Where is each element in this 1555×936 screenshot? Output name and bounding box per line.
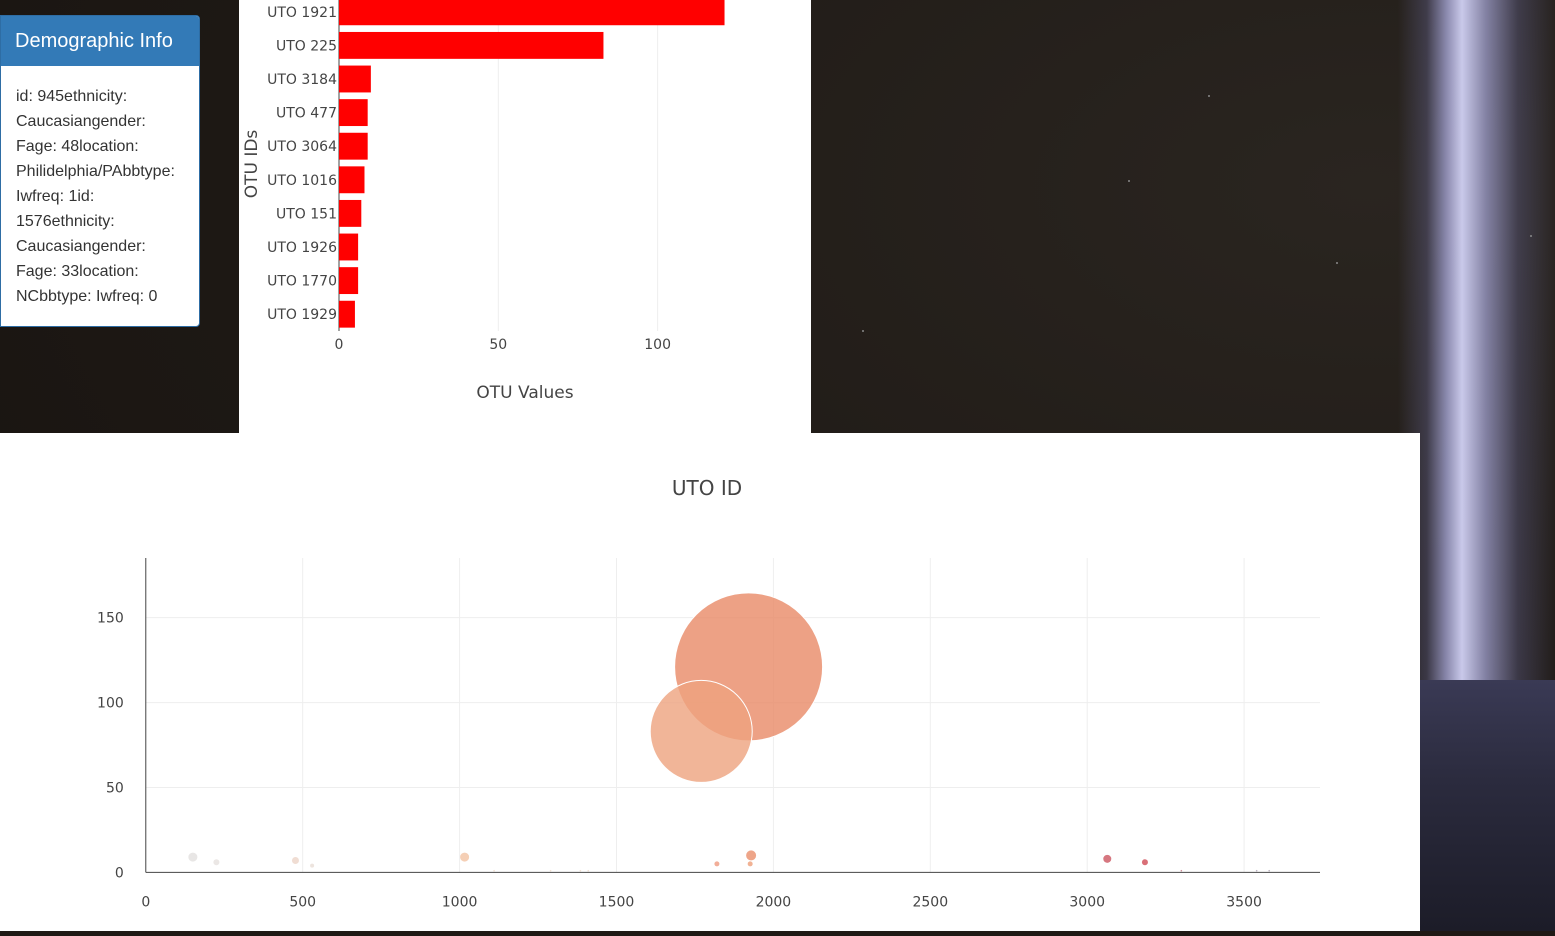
star [1336,262,1338,264]
bar-x-tick-label: 0 [335,337,344,353]
bubble [1180,869,1183,872]
bar-x-ticks: 0 50 100 [335,337,671,353]
bubble [714,861,720,867]
bar [339,0,725,26]
bar-category-label: UTO 225 [276,38,337,54]
bubble-y-tick-label: 150 [97,611,124,627]
star [1128,180,1130,182]
bar-category-label: UTO 151 [276,206,337,222]
bar [339,132,368,160]
bubble [649,679,753,783]
bubble-marks [188,592,1271,872]
bar-category-label: UTO 1770 [267,274,337,290]
bubble [493,869,495,872]
bubble [188,852,198,862]
bubble-chart: UTO ID 0 500 1000 1500 2000 2500 3000 3500 0 50 10… [97,476,1320,910]
bar-category-label: UTO 1016 [267,173,337,189]
bar-x-tick-label: 50 [489,337,507,353]
bubble [310,863,315,868]
star [1208,95,1210,97]
bubble-x-tick-label: 2000 [756,894,792,910]
demographic-heading: Demographic Info [1,16,199,66]
bubble [579,869,582,872]
bubble-y-tick-label: 100 [97,696,124,712]
bubble-chart-title: UTO ID [672,476,742,500]
bar-x-tick-label: 100 [644,337,671,353]
bar-category-label: UTO 1926 [267,240,337,256]
bar-category-label: UTO 1929 [267,307,337,323]
bar-marks [339,0,725,328]
bubble [747,861,753,867]
bar-chart-panel: UTO 1921 UTO 225 UTO 3184 UTO 477 UTO 3064 UT… [239,0,811,433]
bubble-x-tick-label: 500 [289,894,316,910]
bar [339,65,371,93]
bubble-axes: 0 500 1000 1500 2000 2500 3000 3500 0 50 100 150 [97,558,1320,910]
bar-category-label: UTO 3064 [267,139,337,155]
bubble-x-tick-label: 0 [141,894,150,910]
bubble-x-tick-label: 1500 [599,894,635,910]
bar [339,99,368,127]
bubble-x-tick-label: 1000 [442,894,478,910]
bubble [587,869,590,872]
bubble [291,857,299,865]
bar-y-axis-label: OTU IDs [242,130,262,199]
bar-category-label: UTO 3184 [267,72,337,88]
bubble-x-tick-label: 3000 [1069,894,1105,910]
star [1530,235,1532,237]
demographic-text: id: 945ethnicity: Caucasiangender: Fage:… [16,88,175,305]
bar [339,166,365,194]
bar-category-label: UTO 1921 [267,5,337,21]
bubble [1103,854,1112,863]
bar [339,31,604,59]
bar-category-labels: UTO 1921 UTO 225 UTO 3184 UTO 477 UTO 3064 UT… [267,5,337,323]
star [862,330,864,332]
bubble [213,859,220,866]
bubble [1268,869,1271,872]
bubble [1255,869,1258,872]
city-skyline [1420,680,1555,931]
bar-chart: UTO 1921 UTO 225 UTO 3184 UTO 477 UTO 3064 UT… [242,0,725,403]
bubble [1141,859,1148,866]
bubble [549,869,552,872]
bubble [746,850,757,861]
bubble-x-tick-label: 3500 [1226,894,1262,910]
bubble-y-tick-label: 50 [106,780,124,796]
bubble [460,852,470,862]
bar [339,267,359,295]
bubble-x-tick-label: 2500 [912,894,948,910]
bar-x-axis-label: OTU Values [476,383,573,403]
bar [339,233,359,261]
bar [339,300,355,328]
demographic-panel: Demographic Info id: 945ethnicity: Cauca… [0,15,200,327]
bar [339,199,362,227]
bar-category-label: UTO 477 [276,106,337,122]
bubble-chart-panel: UTO ID 0 500 1000 1500 2000 2500 3000 3500 0 50 10… [0,433,1420,931]
bubble-y-tick-label: 0 [115,865,124,881]
